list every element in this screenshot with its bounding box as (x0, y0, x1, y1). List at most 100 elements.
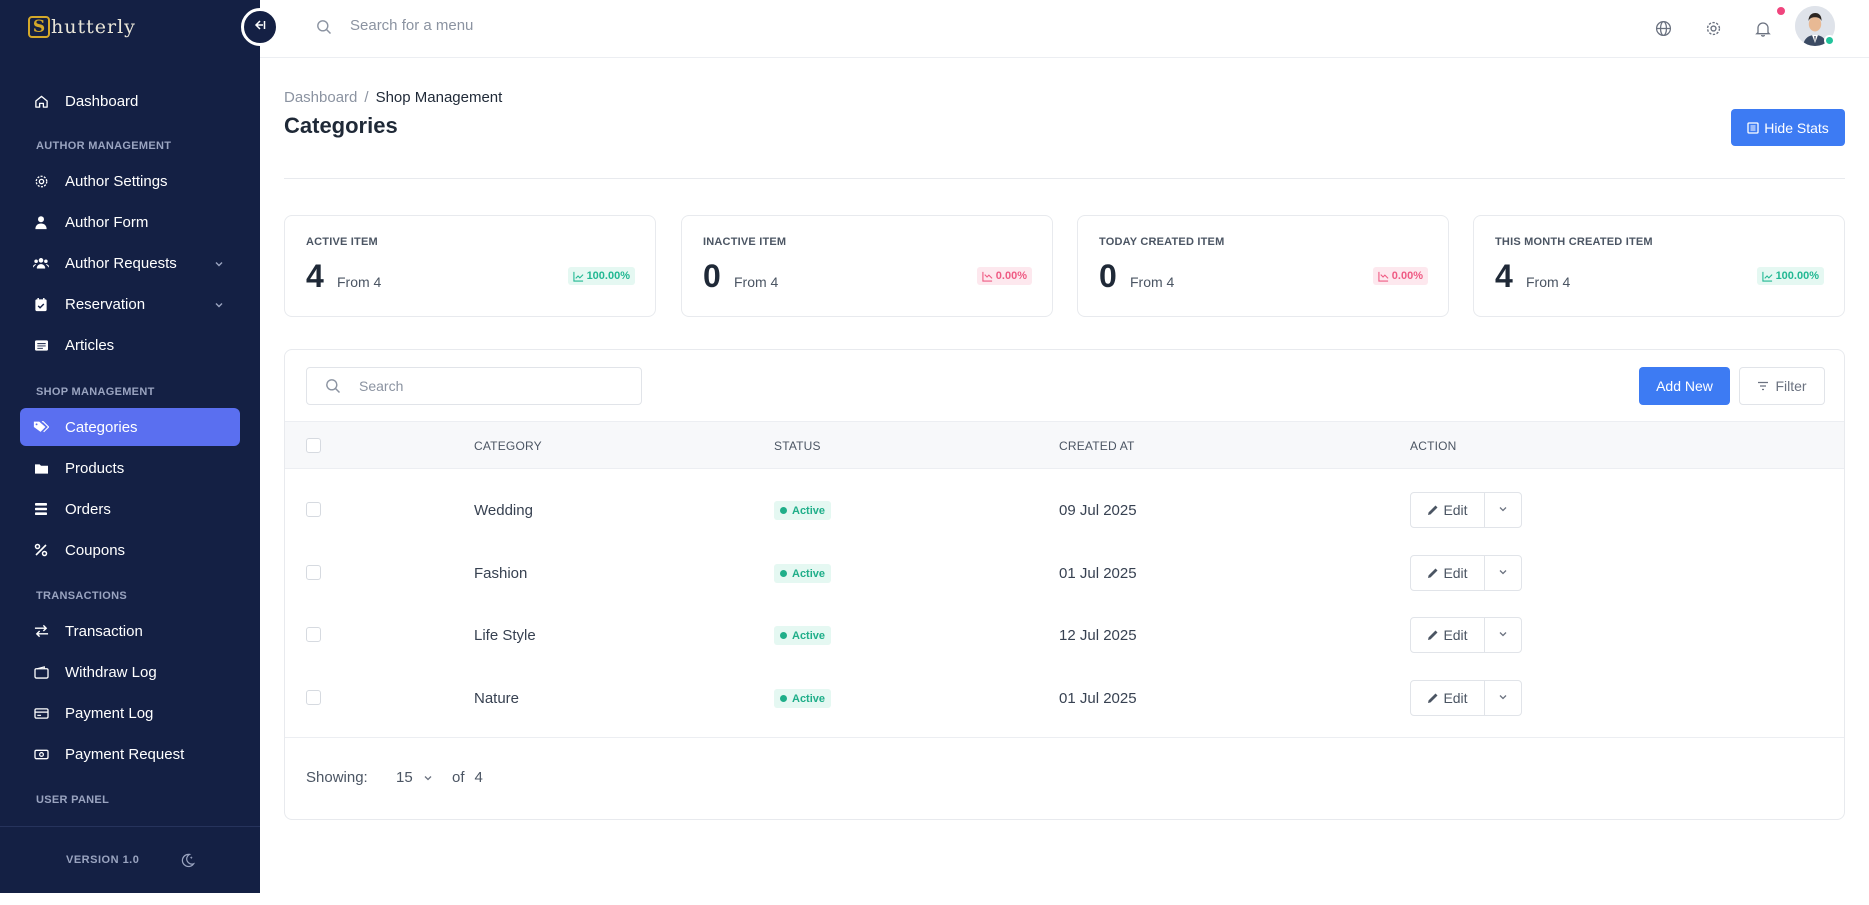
status-badge: Active (774, 501, 832, 520)
edit-button[interactable]: Edit (1411, 493, 1485, 527)
online-status-dot (1824, 35, 1835, 46)
column-header-status[interactable]: STATUS (774, 439, 821, 453)
sidebar-item-label: Reservation (65, 295, 146, 313)
bell-icon[interactable] (1753, 18, 1773, 38)
sidebar-item-orders[interactable]: Orders (20, 490, 240, 528)
table-row: Wedding Active 09 Jul 2025 Edit (285, 479, 1844, 541)
select-all-checkbox[interactable] (306, 438, 321, 453)
table-header: CATEGORY STATUS CREATED AT ACTION (285, 421, 1844, 469)
version-label: VERSION 1.0 (66, 854, 140, 866)
status-text: Active (792, 692, 826, 705)
stat-value: 4 (1495, 258, 1513, 294)
edit-label: Edit (1443, 690, 1468, 706)
sidebar-item-articles[interactable]: Articles (20, 326, 240, 364)
sidebar-item-payment-request[interactable]: Payment Request (20, 735, 240, 773)
column-header-category[interactable]: CATEGORY (474, 439, 542, 453)
pencil-icon (1427, 567, 1439, 579)
breadcrumb-root[interactable]: Dashboard (284, 89, 358, 106)
sidebar-item-payment-log[interactable]: Payment Log (20, 694, 240, 732)
pencil-icon (1427, 629, 1439, 641)
status-dot (780, 507, 787, 514)
chevron-down-icon (214, 297, 224, 314)
created-at: 01 Jul 2025 (1059, 690, 1137, 707)
chevron-down-icon (1498, 689, 1508, 707)
sidebar-item-products[interactable]: Products (20, 449, 240, 487)
sidebar-item-categories[interactable]: Categories (20, 408, 240, 446)
row-checkbox[interactable] (306, 502, 321, 517)
add-new-button[interactable]: Add New (1639, 367, 1730, 405)
status-badge: Active (774, 689, 832, 708)
category-name: Fashion (474, 565, 528, 582)
filter-label: Filter (1775, 378, 1807, 394)
wallet-icon (33, 664, 49, 680)
logo-mark: S (28, 16, 50, 38)
tags-icon (33, 419, 49, 435)
row-actions-dropdown[interactable] (1485, 493, 1521, 527)
sidebar-item-dashboard[interactable]: Dashboard (20, 82, 240, 120)
edit-button[interactable]: Edit (1411, 618, 1485, 652)
exchange-icon (33, 623, 49, 639)
logo[interactable]: S hutterly (28, 14, 136, 40)
row-checkbox[interactable] (306, 690, 321, 705)
row-action-group: Edit (1410, 680, 1522, 716)
percent-icon (33, 542, 49, 558)
gear-icon (33, 173, 49, 189)
status-dot (780, 695, 787, 702)
credit-card-icon (33, 705, 49, 721)
per-page-value: 15 (396, 769, 413, 786)
home-icon (33, 93, 49, 109)
globe-icon[interactable] (1653, 18, 1673, 38)
row-actions-dropdown[interactable] (1485, 556, 1521, 590)
logo-text: hutterly (51, 16, 136, 38)
stat-value: 0 (1099, 258, 1117, 294)
title-divider (284, 178, 1845, 179)
row-checkbox[interactable] (306, 627, 321, 642)
sidebar-item-transaction[interactable]: Transaction (20, 612, 240, 650)
table-search-input[interactable] (306, 367, 642, 405)
showing-label: Showing: (306, 769, 368, 786)
edit-label: Edit (1443, 627, 1468, 643)
edit-label: Edit (1443, 502, 1468, 518)
sidebar-item-withdraw-log[interactable]: Withdraw Log (20, 653, 240, 691)
search-icon (316, 19, 332, 40)
edit-button[interactable]: Edit (1411, 556, 1485, 590)
row-checkbox[interactable] (306, 565, 321, 580)
row-actions-dropdown[interactable] (1485, 618, 1521, 652)
stat-label: THIS MONTH CREATED ITEM (1495, 236, 1653, 248)
sidebar-item-label: Withdraw Log (65, 663, 157, 681)
hide-stats-button[interactable]: Hide Stats (1731, 109, 1845, 146)
avatar[interactable] (1795, 6, 1835, 46)
topbar (260, 0, 1869, 58)
sidebar-item-author-form[interactable]: Author Form (20, 203, 240, 241)
status-text: Active (792, 567, 826, 580)
stat-card-active: ACTIVE ITEM 4 From 4 100.00% (284, 215, 656, 317)
breadcrumb-current: Shop Management (375, 89, 503, 106)
total-count: of 4 (452, 769, 483, 786)
filter-button[interactable]: Filter (1739, 367, 1825, 405)
sidebar-item-label: Dashboard (65, 92, 139, 110)
row-actions-dropdown[interactable] (1485, 681, 1521, 715)
folder-icon (33, 460, 49, 476)
sidebar-item-author-settings[interactable]: Author Settings (20, 162, 240, 200)
chevron-down-icon (1498, 564, 1508, 582)
sidebar-item-label: Payment Request (65, 745, 185, 763)
section-author-management: AUTHOR MANAGEMENT (36, 140, 172, 152)
column-header-created-at[interactable]: CREATED AT (1059, 439, 1135, 453)
filter-icon (1757, 381, 1769, 391)
stat-change-badge: 100.00% (1756, 267, 1824, 285)
menu-search-input[interactable] (350, 17, 650, 34)
sidebar-item-coupons[interactable]: Coupons (20, 531, 240, 569)
stat-card-today-created: TODAY CREATED ITEM 0 From 4 0.00% (1077, 215, 1449, 317)
sidebar-item-reservation[interactable]: Reservation (20, 285, 240, 323)
notification-dot (1777, 7, 1785, 15)
moon-icon[interactable] (180, 853, 196, 873)
edit-button[interactable]: Edit (1411, 681, 1485, 715)
status-dot (780, 632, 787, 639)
trend-down-icon (1378, 271, 1389, 282)
calendar-check-icon (33, 296, 49, 312)
settings-icon[interactable] (1703, 18, 1723, 38)
sidebar-collapse-button[interactable] (241, 8, 279, 46)
sidebar-item-author-requests[interactable]: Author Requests (20, 244, 240, 282)
per-page-select[interactable]: 15 (396, 769, 433, 786)
category-name: Nature (474, 690, 520, 707)
